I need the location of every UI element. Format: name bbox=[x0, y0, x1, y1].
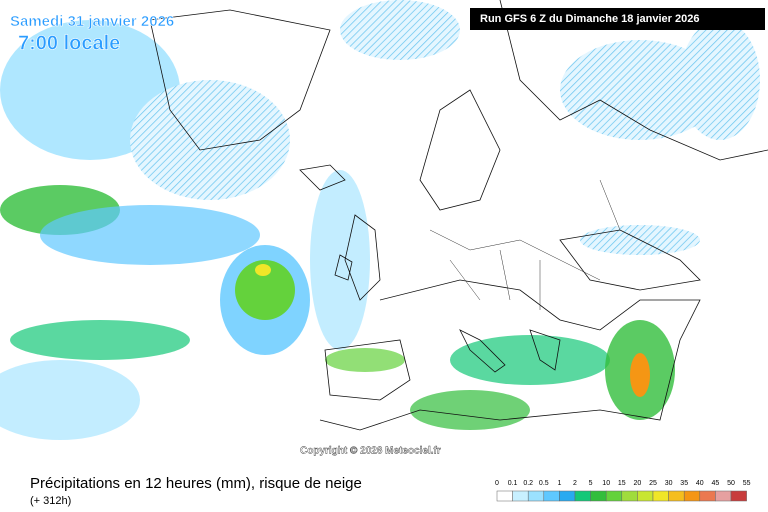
legend-label: 0.5 bbox=[539, 480, 549, 487]
footer-title: Précipitations en 12 heures (mm), risque… bbox=[30, 475, 362, 492]
legend-label: 20 bbox=[634, 480, 642, 487]
legend-label: 10 bbox=[602, 480, 610, 487]
forecast-date: Samedi 31 janvier 2026 bbox=[10, 13, 174, 30]
legend-swatch bbox=[543, 490, 560, 502]
legend-swatch bbox=[574, 490, 591, 502]
legend-swatch bbox=[683, 490, 701, 502]
legend-swatch bbox=[715, 490, 732, 502]
legend-swatch bbox=[605, 490, 623, 502]
legend: 0 0.1 0.2 0.5 1 2 5 10 15 20 25 30 35 40 45 50 55 bbox=[495, 480, 751, 502]
legend-swatch bbox=[559, 490, 576, 502]
legend-label: 55 bbox=[743, 480, 751, 487]
copyright: Copyright © 2026 Meteociel.fr bbox=[300, 446, 441, 457]
legend-swatch bbox=[512, 490, 529, 502]
run-box bbox=[470, 8, 765, 30]
legend-swatch bbox=[590, 490, 607, 502]
footer-lead: (+ 312h) bbox=[30, 495, 71, 507]
legend-label: 0.2 bbox=[523, 480, 533, 487]
legend-swatch bbox=[637, 490, 654, 502]
legend-swatch bbox=[668, 490, 685, 502]
legend-label: 15 bbox=[618, 480, 626, 487]
legend-swatch bbox=[699, 490, 716, 502]
legend-label: 30 bbox=[665, 480, 673, 487]
legend-label: 1 bbox=[557, 480, 561, 487]
legend-label: 45 bbox=[712, 480, 720, 487]
forecast-time: 7:00 locale bbox=[18, 32, 120, 54]
legend-swatch bbox=[730, 490, 747, 502]
legend-swatch bbox=[496, 490, 513, 502]
legend-label: 0.1 bbox=[508, 480, 518, 487]
legend-label: 35 bbox=[680, 480, 688, 487]
legend-label: 40 bbox=[696, 480, 704, 487]
legend-label: 50 bbox=[727, 480, 735, 487]
legend-label: 2 bbox=[573, 480, 577, 487]
run-info: Run GFS 6 Z du Dimanche 18 janvier 2026 bbox=[480, 13, 699, 25]
legend-label: 0 bbox=[495, 480, 499, 487]
legend-swatch bbox=[621, 490, 638, 502]
legend-swatch bbox=[652, 490, 669, 502]
coastlines bbox=[149, 0, 768, 431]
legend-label: 5 bbox=[589, 480, 593, 487]
legend-swatch bbox=[527, 490, 545, 502]
legend-label: 25 bbox=[649, 480, 657, 487]
